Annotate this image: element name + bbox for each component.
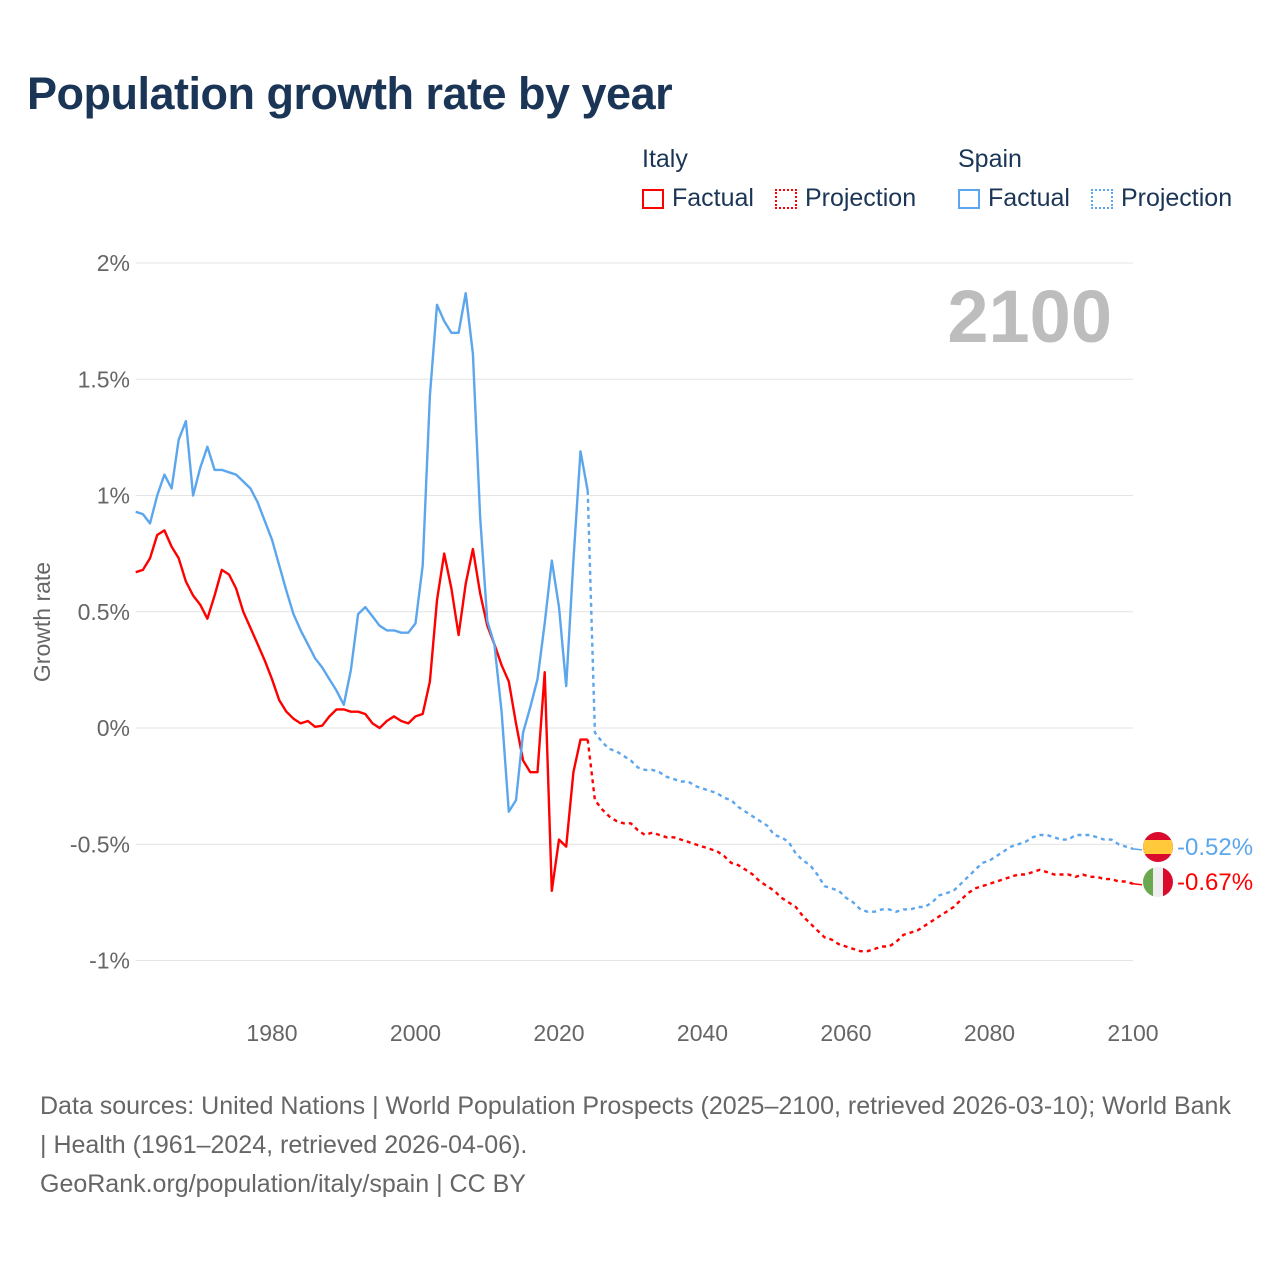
y-tick-label: -1% <box>89 948 130 974</box>
y-tick-label: 1% <box>97 483 130 509</box>
x-tick-label: 2060 <box>820 1020 871 1046</box>
spain-factual-line <box>135 292 589 813</box>
x-tick-label: 2080 <box>964 1020 1015 1046</box>
legend-italy-factual[interactable]: Factual <box>642 184 754 213</box>
legend-label: Projection <box>1120 184 1233 212</box>
end-label-connector <box>1132 848 1143 851</box>
chart-title: Population growth rate by year <box>27 68 673 119</box>
legend-spain-factual[interactable]: Factual <box>958 184 1070 213</box>
y-axis-ticks: 2% 1.5% 1% 0.5% 0% -0.5% -1% <box>70 250 130 974</box>
data-sources: Data sources: United Nations | World Pop… <box>40 1092 1231 1159</box>
footer: Data sources: United Nations | World Pop… <box>40 1087 1240 1204</box>
legend-group-spain: Spain Factual Projection <box>958 145 1232 216</box>
y-axis-label: Growth rate <box>29 562 55 682</box>
credit-link[interactable]: GeoRank.org/population/italy/spain | CC … <box>40 1170 526 1198</box>
series-lines <box>135 292 1143 953</box>
spain-flag-icon <box>1143 832 1173 862</box>
dotted-swatch-icon <box>1090 188 1113 209</box>
legend-group-label: Italy <box>642 145 688 173</box>
y-tick-label: 0% <box>97 715 130 741</box>
end-label-connector <box>1132 883 1143 886</box>
italy-flag-icon <box>1143 867 1173 897</box>
legend-label: Projection <box>804 184 917 212</box>
dotted-swatch-icon <box>774 188 797 209</box>
y-tick-label: 0.5% <box>78 599 130 625</box>
solid-swatch-icon <box>958 188 980 209</box>
x-tick-label: 2000 <box>390 1020 441 1046</box>
x-tick-label: 2020 <box>533 1020 584 1046</box>
legend-italy-projection[interactable]: Projection <box>774 184 917 213</box>
solid-swatch-icon <box>642 188 664 209</box>
x-tick-label: 2040 <box>677 1020 728 1046</box>
spain-projection-line <box>586 490 1134 913</box>
y-tick-label: 2% <box>97 250 130 276</box>
italy-factual-line <box>135 529 588 892</box>
x-axis-ticks: 1980 2000 2020 2040 2060 2080 2100 <box>246 1020 1158 1046</box>
italy-projection-line <box>586 739 1134 953</box>
year-watermark: 2100 <box>947 275 1112 358</box>
x-tick-label: 1980 <box>246 1020 297 1046</box>
legend-label: Factual <box>672 184 754 212</box>
legend-group-italy: Italy Factual Projection <box>642 145 930 216</box>
y-tick-label: -0.5% <box>70 831 130 857</box>
x-tick-label: 2100 <box>1107 1020 1158 1046</box>
end-label-italy: -0.67% <box>1177 869 1253 896</box>
legend-spain-projection[interactable]: Projection <box>1090 184 1233 213</box>
y-tick-label: 1.5% <box>78 366 130 392</box>
gridlines <box>135 262 1133 961</box>
legend-label: Factual <box>988 184 1070 212</box>
legend-group-label: Spain <box>958 145 1022 173</box>
end-label-spain: -0.52% <box>1177 834 1253 861</box>
